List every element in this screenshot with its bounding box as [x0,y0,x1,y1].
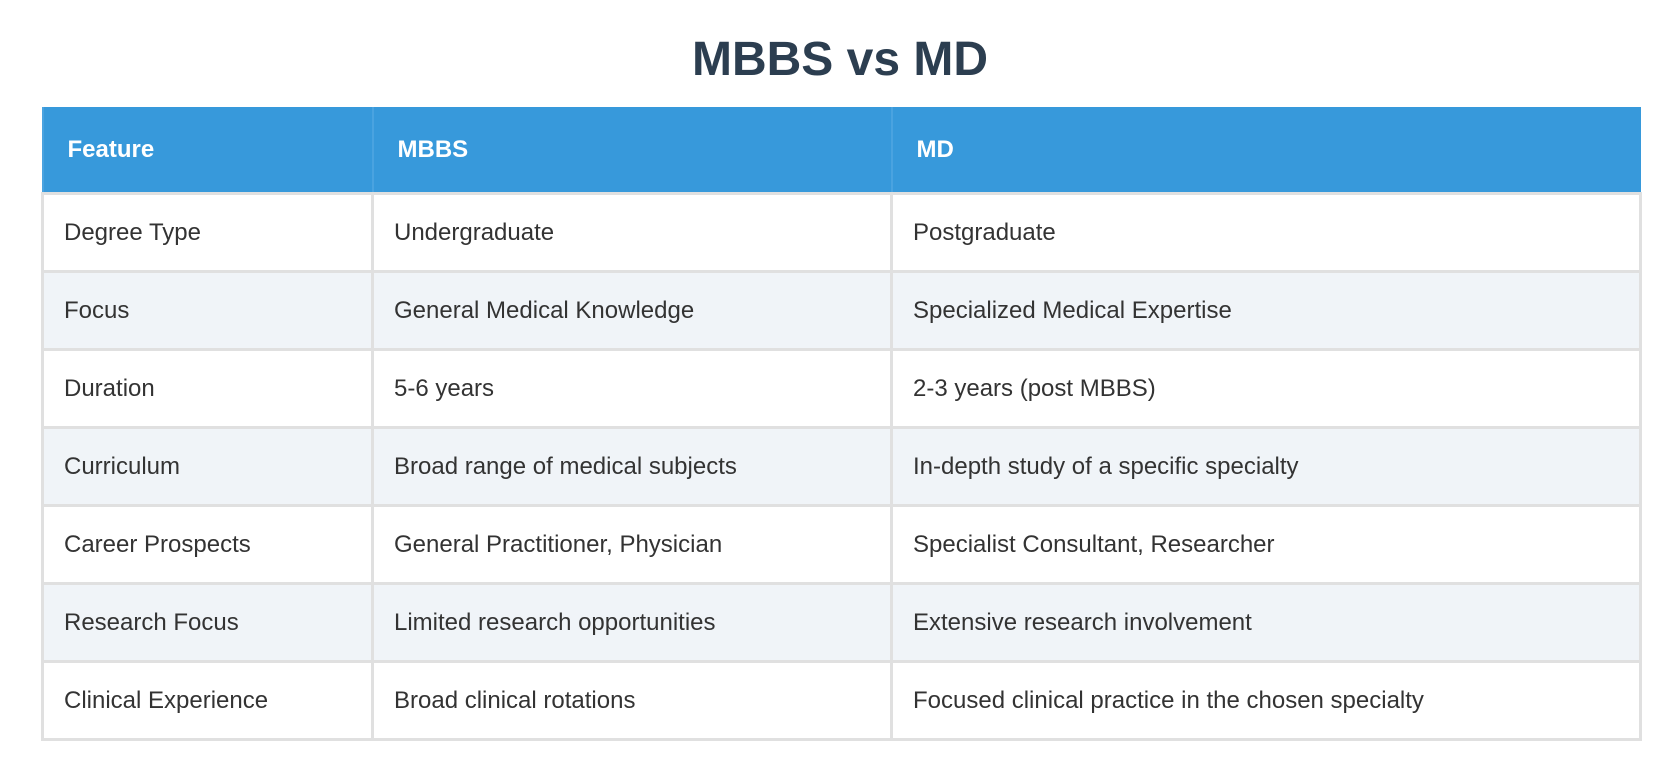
table-row: Curriculum Broad range of medical subject… [41,426,1642,507]
table-cell: Focus [41,270,374,351]
table-cell: Duration [41,348,374,429]
table-cell: Career Prospects [41,504,374,585]
table-cell: Focused clinical practice in the chosen … [890,660,1642,741]
table-cell: Broad range of medical subjects [371,426,893,507]
table-cell: Curriculum [41,426,374,507]
table-cell: Undergraduate [371,192,893,273]
table-cell: Research Focus [41,582,374,663]
table-row: Focus General Medical Knowledge Specialize… [41,270,1642,351]
table-row: Career Prospects General Practitioner, Ph… [41,504,1642,585]
table-row: Duration 5-6 years 2-3 years (post MBBS) [41,348,1642,429]
table-cell: Extensive research involvement [890,582,1642,663]
table-cell: Postgraduate [890,192,1642,273]
table-row: Degree Type Undergraduate Postgraduate [41,192,1642,273]
table-cell: 5-6 years [371,348,893,429]
table-cell: Specialized Medical Expertise [890,270,1642,351]
header-cell: MBBS [371,107,892,194]
table-cell: Broad clinical rotations [371,660,893,741]
header-cell: MD [890,107,1641,194]
table-cell: General Practitioner, Physician [371,504,893,585]
header-cell: Feature [41,107,373,194]
table-cell: 2-3 years (post MBBS) [890,348,1642,429]
table-cell: Specialist Consultant, Researcher [890,504,1642,585]
table-cell: General Medical Knowledge [371,270,893,351]
page-title: MBBS vs MD [691,33,989,86]
table-row: Clinical Experience Broad clinical rotati… [41,660,1642,741]
table-cell: Degree Type [41,192,374,273]
table-cell: Limited research opportunities [371,582,893,663]
table-cell: Clinical Experience [41,660,374,741]
table-cell: In-depth study of a specific specialty [890,426,1642,507]
header-row: Feature MBBS MD [41,107,1641,194]
table-row: Research Focus Limited research opportuni… [41,582,1642,663]
comparison-table: Feature MBBS MD Degree Type Undergraduate Po… [41,107,1642,741]
